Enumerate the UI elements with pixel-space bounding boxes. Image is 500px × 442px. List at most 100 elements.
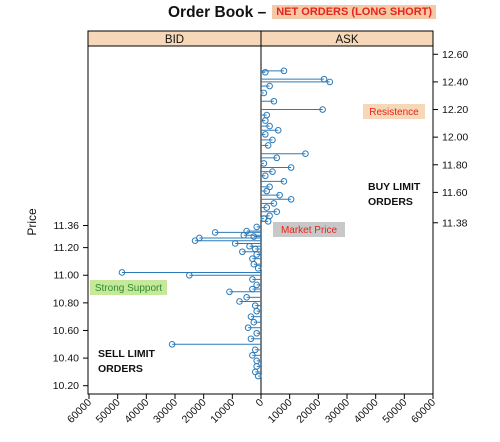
bid-order-point	[247, 313, 255, 320]
bid-strip-label: BID	[165, 34, 184, 46]
x-tick-label: 40000	[352, 397, 381, 426]
x-tick-label: 30000	[151, 397, 180, 426]
bid-order-point	[186, 271, 193, 279]
ask-order-point	[280, 178, 288, 185]
ask-order-point	[326, 78, 334, 86]
bid-order-point	[253, 251, 261, 258]
ask-order-point	[266, 82, 273, 90]
chart-title: Order Book – NET ORDERS (LONG SHORT)	[168, 4, 437, 22]
bid-order-point	[247, 335, 255, 343]
y-tick-label-right: 11.80	[442, 159, 468, 171]
ask-panel	[260, 45, 434, 395]
bid-order-point	[244, 324, 252, 332]
bid-order-point	[168, 340, 176, 348]
bid-order-point	[226, 288, 233, 296]
y-tick-label-right: 12.00	[442, 132, 468, 144]
ask-order-point	[274, 126, 282, 134]
y-tick-label-left: 11.00	[54, 270, 80, 282]
y-axis-title: Price	[25, 208, 39, 236]
bid-order-point	[239, 248, 246, 256]
bid-order-point	[231, 240, 239, 247]
ask-price-axis: 11.38 11.60 11.80 12.00 12.20 12.40 12.60	[433, 49, 468, 229]
ask-order-point	[264, 218, 272, 225]
y-tick-label-left: 10.60	[53, 325, 79, 337]
y-tick-label-right: 12.20	[442, 104, 468, 116]
subtitle-badge: NET ORDERS (LONG SHORT)	[272, 5, 437, 19]
y-tick-label-left: 11.36	[54, 220, 80, 232]
bid-order-point	[243, 294, 250, 301]
y-tick-label-right: 12.40	[442, 76, 468, 88]
bid-order-point	[191, 237, 199, 245]
resistance-tag: Resistence	[369, 107, 419, 118]
strong-support-tag: Strong Support	[95, 283, 162, 294]
ask-order-point	[287, 164, 295, 171]
y-tick-label-left: 10.40	[53, 353, 79, 365]
x-tick-label: 50000	[380, 397, 409, 426]
bid-order-point	[254, 372, 262, 380]
x-tick-label: 0	[254, 397, 267, 410]
x-tick-label: 60000	[409, 397, 438, 426]
bid-order-point	[253, 223, 261, 231]
strong-support-tag-bg	[90, 280, 167, 295]
bid-order-point	[249, 276, 256, 283]
x-tick-label: 40000	[122, 397, 151, 426]
chart-title-text: Order Book –	[168, 4, 267, 21]
x-tick-label: 30000	[323, 397, 352, 426]
ask-order-point	[270, 97, 278, 105]
bid-order-point	[254, 265, 262, 272]
bid-order-point	[236, 298, 243, 305]
bid-order-point	[249, 352, 256, 359]
ask-order-point	[269, 168, 276, 175]
ask-order-point	[263, 204, 271, 211]
y-tick-label-right: 11.38	[442, 217, 468, 229]
bid-order-point	[253, 281, 261, 289]
bid-panel	[87, 45, 262, 395]
ask-order-point	[260, 89, 268, 97]
y-tick-label-right: 12.60	[442, 49, 468, 61]
market-price-tag-bg	[273, 222, 345, 237]
y-tick-label-right: 11.60	[442, 187, 468, 199]
ask-order-point	[276, 191, 283, 199]
bid-order-point	[253, 307, 261, 315]
bid-order-point	[246, 242, 253, 250]
ask-order-point	[280, 67, 288, 75]
ask-order-point	[273, 154, 281, 162]
x-tick-label: 10000	[208, 397, 237, 426]
ask-order-point	[302, 150, 309, 158]
bid-order-point	[250, 260, 258, 268]
sell-limit-note-line2: ORDERS	[98, 363, 143, 375]
resistance-tag-bg	[363, 104, 425, 119]
y-tick-label-left: 10.80	[53, 297, 79, 309]
ask-order-point	[260, 160, 268, 167]
ask-order-point	[262, 68, 269, 76]
x-tick-label: 10000	[266, 397, 295, 426]
sell-limit-note-line1: SELL LIMIT	[98, 348, 156, 360]
ask-order-point	[263, 187, 271, 195]
x-tick-label: 20000	[294, 397, 323, 426]
ask-strip-label: ASK	[335, 34, 358, 46]
ask-order-point	[264, 142, 272, 149]
x-tick-label: 50000	[94, 397, 123, 426]
ask-order-point	[262, 117, 269, 124]
ask-order-point	[319, 106, 326, 113]
bid-order-point	[118, 269, 126, 276]
buy-limit-note-line1: BUY LIMIT	[368, 181, 421, 193]
volume-axis: 60000 50000 40000 30000 20000 10000 0 10000 2000…	[65, 394, 438, 426]
ask-order-point	[262, 172, 269, 180]
ask-order-point	[273, 208, 281, 216]
y-tick-label-left: 11.20	[54, 242, 80, 254]
buy-limit-note-line2: ORDERS	[368, 196, 413, 208]
ask-order-point	[287, 195, 295, 203]
bid-order-point	[253, 329, 261, 337]
market-price-tag: Market Price	[281, 225, 338, 236]
bid-order-point	[211, 229, 219, 236]
bid-price-axis: 10.20 10.40 10.60 10.80 11.00 11.20 11.36	[53, 220, 88, 392]
bid-order-point	[250, 233, 258, 240]
order-lollipops	[118, 67, 334, 380]
ask-order-point	[266, 122, 273, 130]
bid-order-point	[250, 318, 258, 326]
ask-order-point	[270, 200, 278, 207]
x-tick-label: 60000	[65, 397, 94, 426]
x-tick-label: 20000	[180, 397, 209, 426]
